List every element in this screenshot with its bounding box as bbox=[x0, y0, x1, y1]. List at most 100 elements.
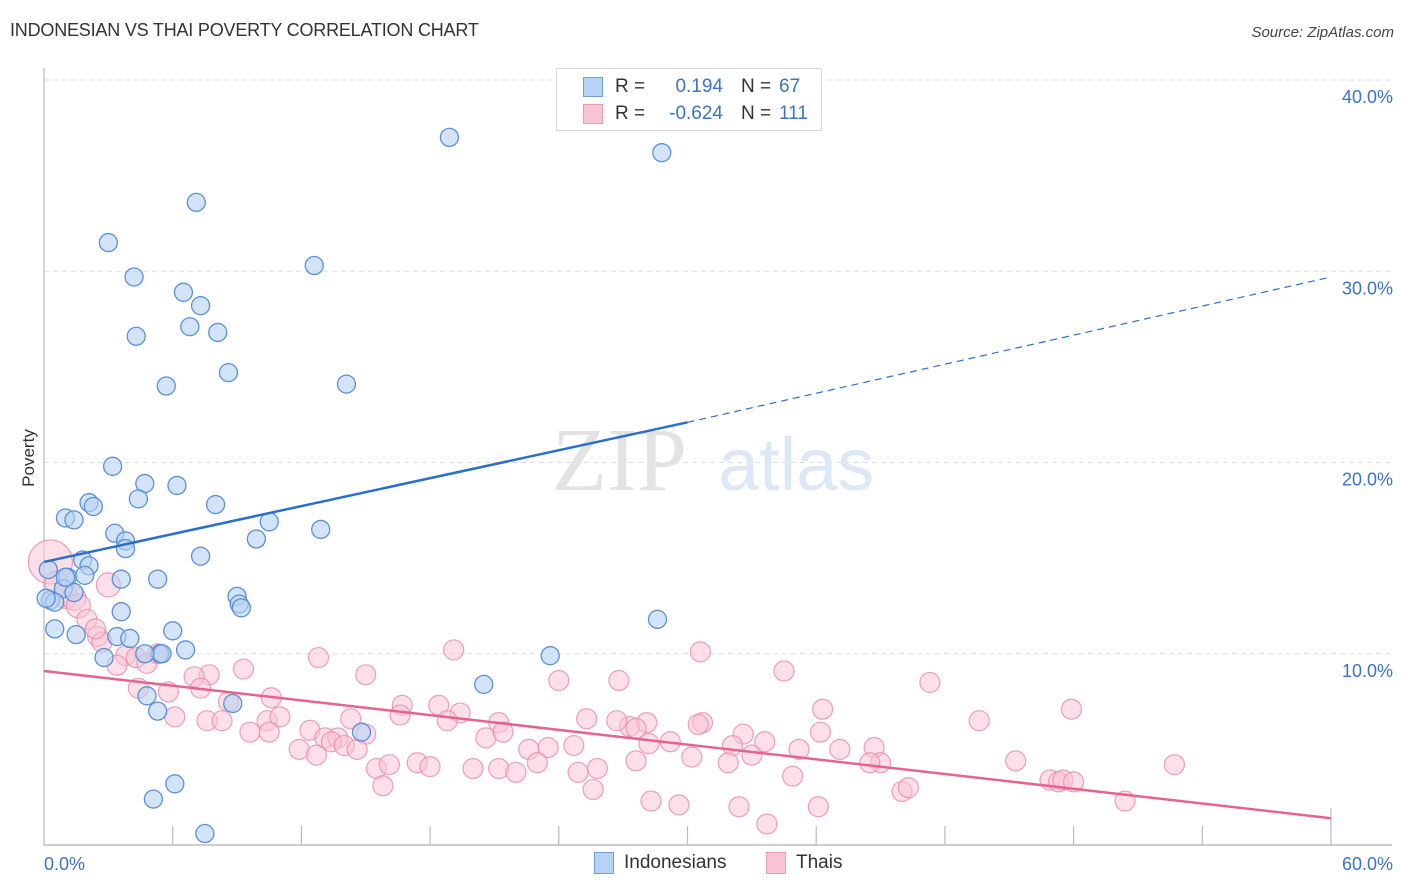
data-point-indonesians bbox=[163, 621, 183, 641]
data-point-indonesians bbox=[205, 494, 226, 515]
series-legend: Indonesians Thais bbox=[0, 852, 1406, 878]
data-point-indonesians bbox=[336, 374, 357, 394]
data-point-thais bbox=[809, 721, 832, 743]
stats-legend: R = 0.194 N = 67 R = -0.624 N = 111 bbox=[556, 68, 822, 131]
data-point-thais bbox=[1163, 754, 1186, 776]
legend-item-indonesians[interactable]: Indonesians bbox=[594, 852, 726, 874]
data-point-thais bbox=[258, 721, 280, 743]
trend-line-thais bbox=[43, 669, 1332, 820]
data-point-thais bbox=[526, 752, 548, 774]
trend-line-indonesians bbox=[43, 421, 688, 564]
indonesians-swatch bbox=[583, 77, 603, 97]
data-point-thais bbox=[608, 669, 630, 692]
data-point-indonesians bbox=[218, 362, 239, 383]
data-point-thais bbox=[576, 708, 598, 730]
trend-line-indonesians-projection bbox=[687, 276, 1332, 423]
data-point-thais bbox=[164, 706, 186, 728]
n-label: N = bbox=[741, 103, 772, 124]
data-point-thais bbox=[788, 738, 810, 760]
r-label: R = bbox=[615, 76, 646, 97]
data-point-thais bbox=[372, 775, 394, 797]
series-indonesians bbox=[36, 127, 672, 844]
data-point-indonesians bbox=[148, 701, 168, 721]
data-point-thais bbox=[1060, 698, 1083, 720]
data-point-thais bbox=[919, 671, 941, 694]
data-point-indonesians bbox=[98, 232, 118, 253]
data-point-thais bbox=[829, 738, 851, 760]
data-point-thais bbox=[687, 713, 709, 736]
r-value: 0.194 bbox=[675, 76, 723, 97]
data-point-indonesians bbox=[124, 267, 144, 287]
data-point-thais bbox=[537, 736, 559, 759]
y-tick-label: 10.0% bbox=[1342, 661, 1393, 681]
data-point-thais bbox=[812, 698, 834, 720]
data-point-indonesians bbox=[175, 640, 196, 660]
data-point-indonesians bbox=[351, 722, 372, 742]
legend-row-thais: R = -0.624 N = 111 bbox=[583, 102, 808, 126]
data-point-thais bbox=[443, 639, 465, 661]
data-point-thais bbox=[897, 777, 920, 799]
data-point-indonesians bbox=[135, 644, 155, 664]
data-point-indonesians bbox=[137, 686, 157, 706]
data-point-indonesians bbox=[102, 456, 123, 476]
n-value: 67 bbox=[779, 76, 801, 97]
legend-item-thais[interactable]: Thais bbox=[766, 852, 842, 874]
y-axis-label: Poverty bbox=[19, 429, 38, 487]
data-point-thais bbox=[355, 664, 377, 686]
data-point-thais bbox=[668, 794, 690, 816]
n-label: N = bbox=[741, 76, 772, 97]
x-tick-label: 60.0% bbox=[1342, 854, 1393, 874]
data-point-indonesians bbox=[186, 192, 206, 213]
data-point-indonesians bbox=[143, 789, 164, 809]
data-point-indonesians bbox=[223, 693, 243, 714]
data-point-indonesians bbox=[126, 326, 146, 346]
data-point-indonesians bbox=[64, 510, 84, 530]
data-point-thais bbox=[689, 641, 711, 663]
data-point-thais bbox=[1005, 750, 1027, 772]
data-point-indonesians bbox=[246, 529, 267, 549]
data-point-thais bbox=[1062, 771, 1085, 793]
data-point-indonesians bbox=[647, 609, 668, 629]
data-point-indonesians bbox=[111, 569, 131, 589]
data-point-indonesians bbox=[120, 628, 140, 649]
data-point-thais bbox=[859, 752, 881, 774]
grid-lines bbox=[44, 79, 1392, 655]
data-point-indonesians bbox=[38, 559, 58, 580]
data-point-indonesians bbox=[231, 598, 251, 618]
data-point-thais bbox=[782, 765, 804, 787]
series-thais bbox=[27, 539, 1186, 835]
data-point-indonesians bbox=[311, 519, 331, 540]
legend-row-indonesians: R = 0.194 N = 67 bbox=[583, 75, 800, 99]
data-point-indonesians bbox=[190, 296, 211, 316]
data-point-indonesians bbox=[165, 774, 185, 794]
data-point-thais bbox=[807, 796, 829, 818]
indonesians-swatch bbox=[594, 852, 614, 874]
x-tick-label: 0.0% bbox=[44, 854, 85, 874]
data-point-indonesians bbox=[173, 282, 194, 302]
data-point-thais bbox=[586, 757, 609, 780]
data-point-thais bbox=[232, 658, 255, 680]
data-point-indonesians bbox=[304, 255, 324, 276]
data-point-indonesians bbox=[66, 624, 86, 645]
data-point-thais bbox=[728, 796, 750, 818]
n-value: 111 bbox=[779, 103, 808, 124]
r-label: R = bbox=[615, 103, 646, 124]
data-point-thais bbox=[305, 744, 328, 766]
data-point-indonesians bbox=[167, 475, 187, 496]
data-point-thais bbox=[717, 752, 739, 774]
data-point-thais bbox=[606, 710, 628, 732]
data-point-indonesians bbox=[111, 602, 131, 622]
data-point-thais bbox=[640, 790, 662, 812]
watermark: ZIP atlas bbox=[552, 411, 874, 510]
data-point-indonesians bbox=[190, 546, 211, 566]
data-point-thais bbox=[84, 618, 107, 640]
thais-swatch bbox=[766, 852, 786, 874]
data-point-thais bbox=[968, 710, 990, 732]
legend-label-thais: Thais bbox=[796, 852, 843, 873]
y-tick-label: 20.0% bbox=[1342, 470, 1393, 490]
data-point-indonesians bbox=[55, 567, 76, 587]
data-point-indonesians bbox=[152, 644, 172, 664]
data-point-thais bbox=[567, 761, 589, 783]
data-point-thais bbox=[436, 710, 458, 732]
watermark-atlas: atlas bbox=[718, 423, 874, 506]
